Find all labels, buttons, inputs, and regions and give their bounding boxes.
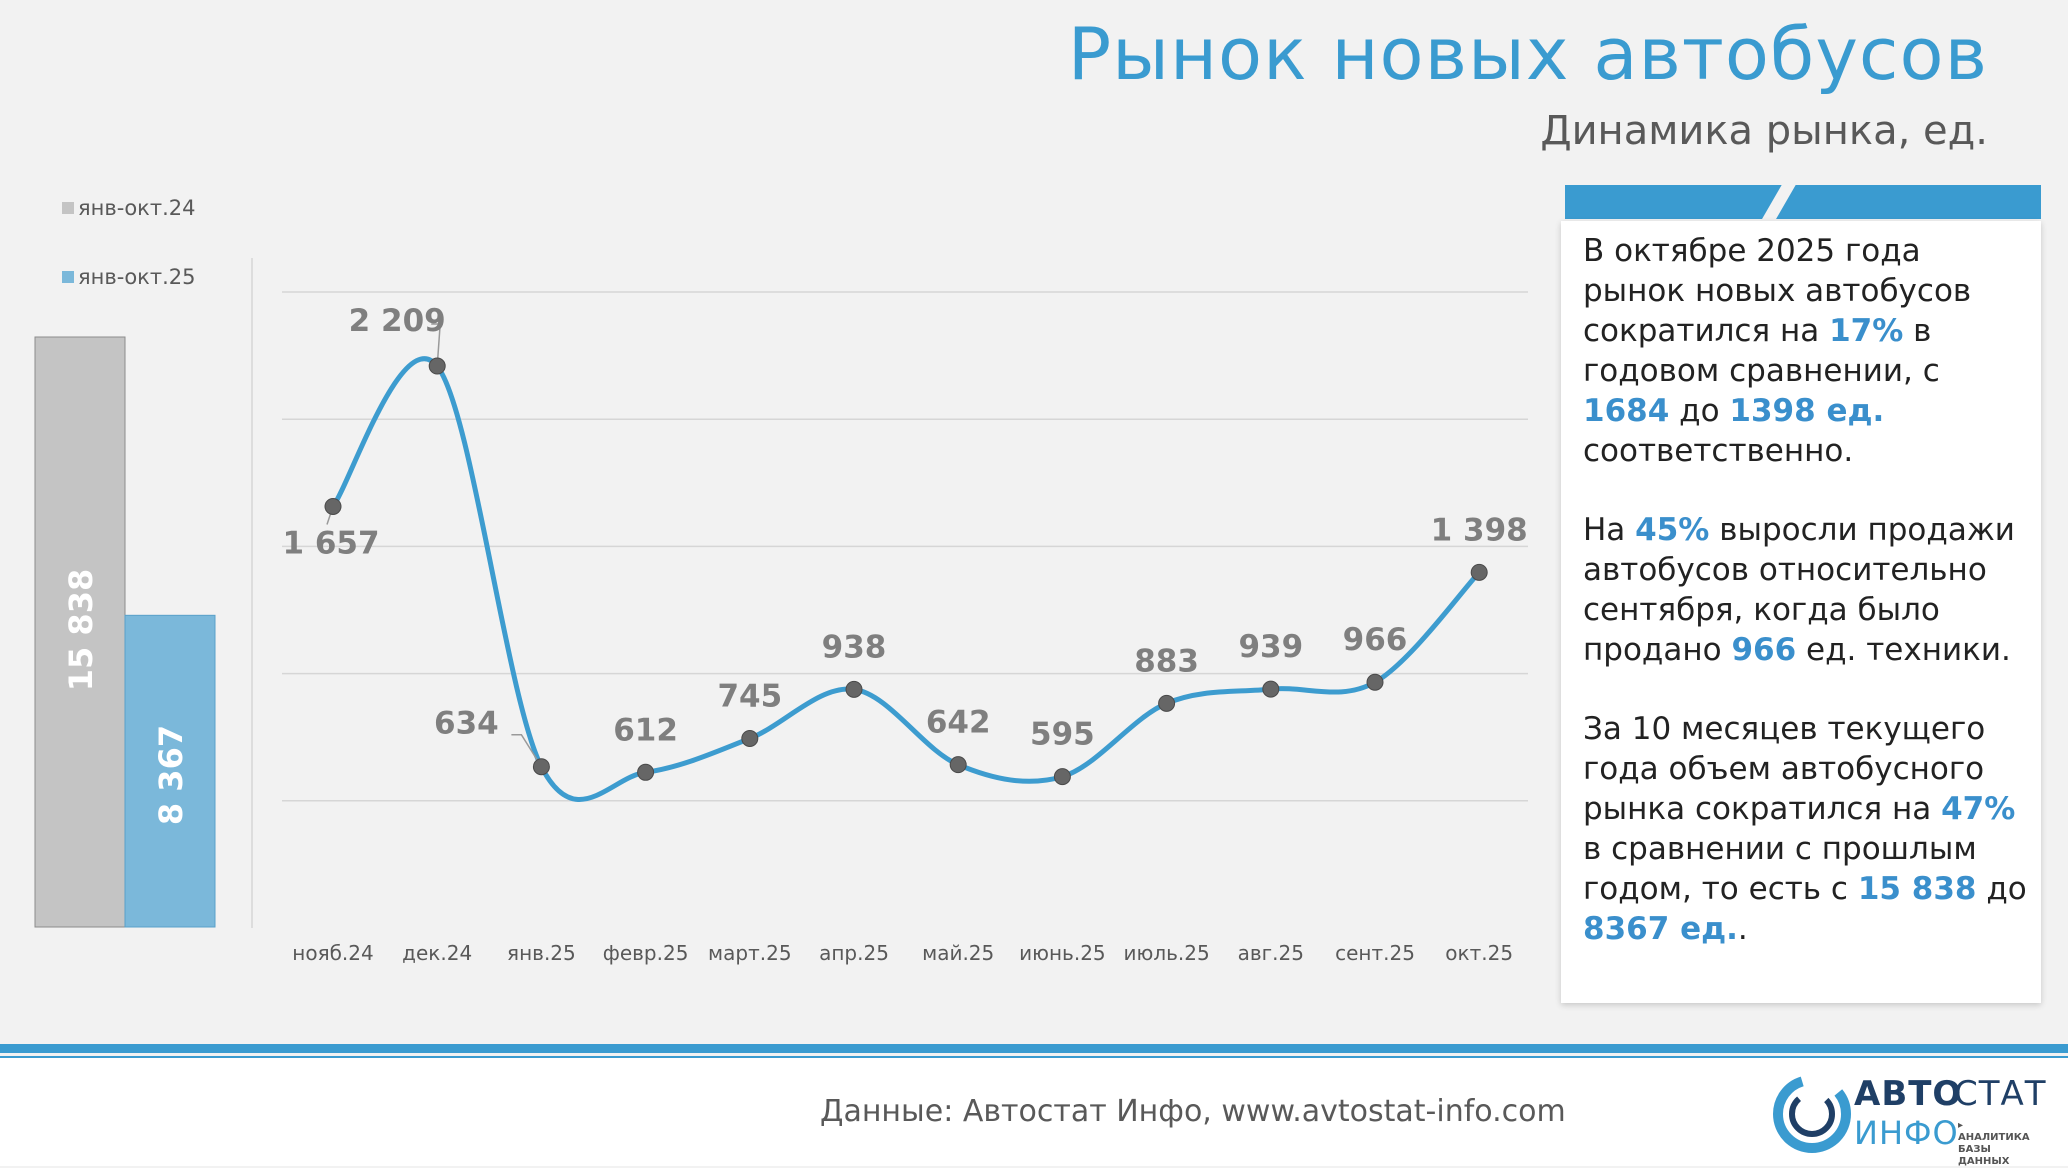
summary-bar-value-label: 15 838 bbox=[62, 569, 100, 691]
label-leader-line bbox=[511, 733, 543, 768]
legend-item-2024: янв-окт.24 bbox=[62, 196, 195, 220]
logo-emblem-icon bbox=[1773, 1075, 1851, 1153]
data-point bbox=[1470, 563, 1488, 581]
data-point bbox=[637, 763, 655, 781]
data-value-label: 612 bbox=[613, 712, 678, 748]
page-title: Рынок новых автобусов bbox=[1067, 12, 1988, 96]
x-tick-label: июль.25 bbox=[1123, 941, 1209, 965]
logo-tagline: ▸ АНАЛИТИКА БАЗЫ ДАННЫХ bbox=[1958, 1120, 2030, 1167]
legend-item-2025: янв-окт.25 bbox=[62, 265, 195, 289]
summary-bar-value-label: 8 367 bbox=[152, 725, 190, 825]
summary-bar-2025 bbox=[124, 614, 216, 928]
legend-swatch-2024 bbox=[62, 202, 74, 214]
x-tick-label: июнь.25 bbox=[1019, 941, 1106, 965]
data-value-label: 938 bbox=[822, 629, 887, 665]
data-point bbox=[949, 756, 967, 774]
x-tick-label: окт.25 bbox=[1445, 941, 1513, 965]
data-value-label: 1 398 bbox=[1431, 512, 1528, 548]
data-value-label: 1 657 bbox=[282, 525, 379, 561]
x-tick-label: янв.25 bbox=[507, 941, 576, 965]
data-point bbox=[532, 758, 550, 776]
x-tick-label: нояб.24 bbox=[292, 941, 373, 965]
footer-divider bbox=[0, 1044, 2068, 1053]
data-source-note: Данные: Автостат Инфо, www.avtostat-info… bbox=[820, 1094, 1566, 1129]
data-point bbox=[428, 357, 446, 375]
series-line bbox=[330, 356, 1482, 802]
data-value-label: 595 bbox=[1030, 717, 1095, 753]
data-value-label: 939 bbox=[1238, 629, 1303, 665]
logo-text-info: ИНФО bbox=[1854, 1114, 1959, 1152]
legend-label-2024: янв-окт.24 bbox=[78, 196, 196, 220]
avtostat-logo: АВТО СТАТ ИНФО ▸ АНАЛИТИКА БАЗЫ ДАННЫХ bbox=[1772, 1072, 2046, 1167]
page-subtitle: Динамика рынка, ед. bbox=[1540, 108, 1988, 154]
data-value-label: 883 bbox=[1134, 643, 1199, 679]
summary-bar-2024 bbox=[34, 336, 126, 928]
legend-swatch-2025 bbox=[62, 271, 74, 283]
commentary-paragraph-2: На 45% выросли продажи автобусов относит… bbox=[1583, 512, 2015, 668]
data-point bbox=[1366, 673, 1384, 691]
x-tick-label: февр.25 bbox=[603, 941, 689, 965]
logo-text-avto: АВТО bbox=[1854, 1074, 1963, 1114]
data-value-label: 966 bbox=[1343, 622, 1408, 658]
data-point bbox=[324, 497, 342, 515]
data-point bbox=[845, 680, 863, 698]
panel-header-band bbox=[1565, 175, 2041, 225]
x-tick-label: май.25 bbox=[922, 941, 994, 965]
footer: Данные: Автостат Инфо, www.avtostat-info… bbox=[0, 1058, 2068, 1167]
commentary-paragraph-3: За 10 месяцев текущего года объем автобу… bbox=[1583, 711, 2027, 947]
x-tick-label: сент.25 bbox=[1335, 941, 1415, 965]
logo-text-stat: СТАТ bbox=[1954, 1074, 2047, 1114]
band-slash-decoration bbox=[1758, 175, 1802, 225]
footer-divider-thin bbox=[0, 1056, 2068, 1058]
data-point bbox=[1262, 680, 1280, 698]
legend-label-2025: янв-окт.25 bbox=[78, 265, 196, 289]
data-point bbox=[1053, 768, 1071, 786]
commentary-panel: В октябре 2025 года рынок новых автобусо… bbox=[1561, 221, 2041, 1003]
data-point bbox=[741, 729, 759, 747]
data-point bbox=[1158, 694, 1176, 712]
data-value-label: 745 bbox=[717, 678, 782, 714]
label-leader-line bbox=[431, 323, 442, 367]
data-value-label: 2 209 bbox=[349, 303, 446, 339]
x-tick-label: апр.25 bbox=[819, 941, 889, 965]
data-value-label: 642 bbox=[926, 705, 991, 741]
commentary-paragraph-1: В октябре 2025 года рынок новых автобусо… bbox=[1583, 233, 1972, 469]
x-tick-label: дек.24 bbox=[402, 941, 472, 965]
x-tick-label: авг.25 bbox=[1238, 941, 1304, 965]
data-value-label: 634 bbox=[434, 706, 499, 742]
monthly-line-chart: 1 657 2 209 634 612 745 938 642 595 883 939 966 1 3… bbox=[251, 258, 1528, 965]
summary-bar-chart: 15 838 8 367 bbox=[34, 336, 216, 928]
x-tick-label: март.25 bbox=[708, 941, 792, 965]
